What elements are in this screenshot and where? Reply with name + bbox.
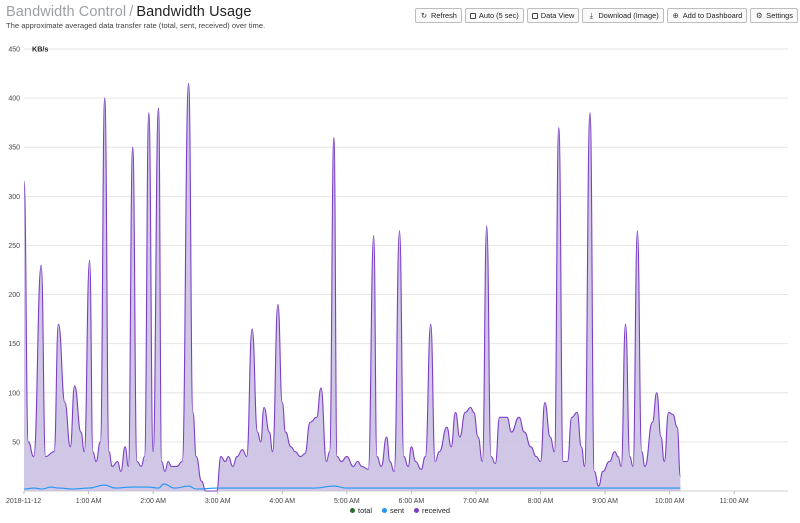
y-tick-label: 150	[8, 341, 20, 348]
legend-marker-sent	[382, 508, 388, 513]
add-to-dashboard-label: Add to Dashboard	[682, 11, 743, 20]
page-title: Bandwidth Control / Bandwidth Usage	[6, 4, 252, 20]
plus-circle-icon: ⊕	[672, 11, 679, 20]
legend-item-received[interactable]: received	[414, 506, 450, 515]
refresh-button[interactable]: ↻ Refresh	[415, 8, 462, 23]
legend-item-sent[interactable]: sent	[382, 506, 404, 515]
refresh-icon: ↻	[420, 11, 428, 20]
settings-button[interactable]: ⚙ Settings	[750, 8, 798, 23]
download-icon: ⤓	[589, 11, 593, 20]
x-tick-label: 3:00 AM	[205, 498, 231, 505]
y-tick-label: 200	[8, 292, 20, 299]
y-tick-label: 400	[8, 96, 20, 103]
y-tick-label: 100	[8, 390, 20, 397]
series-line-sent	[23, 483, 681, 490]
breadcrumb-current-page: Bandwidth Usage	[136, 4, 252, 20]
y-tick-label: 250	[8, 243, 20, 250]
y-tick-label: 50	[12, 439, 20, 446]
data-view-toggle[interactable]: Data View	[526, 8, 580, 23]
download-image-button[interactable]: ⤓ Download (Image)	[582, 8, 664, 23]
y-tick-label: 350	[8, 145, 20, 152]
checkbox-icon	[469, 12, 476, 19]
x-tick-label: 11:00 AM	[720, 498, 749, 505]
add-to-dashboard-button[interactable]: ⊕ Add to Dashboard	[666, 8, 748, 23]
x-tick-label: 7:00 AM	[463, 498, 489, 505]
legend-label-received: received	[422, 506, 450, 515]
checkbox-icon	[531, 12, 538, 19]
x-tick-label: 8:00 AM	[528, 498, 554, 505]
auto-refresh-label: Auto (5 sec)	[478, 11, 519, 20]
x-tick-label: 6:00 AM	[399, 498, 425, 505]
legend-marker-total	[350, 508, 356, 513]
x-tick-label: 4:00 AM	[269, 498, 295, 505]
data-view-label: Data View	[540, 11, 575, 20]
gear-icon: ⚙	[755, 11, 763, 20]
page-subtitle: The approximate averaged data transfer r…	[6, 21, 266, 30]
download-label: Download (Image)	[598, 11, 659, 20]
breadcrumb-separator: /	[129, 4, 134, 20]
x-tick-label: 9:00 AM	[592, 498, 618, 505]
auto-refresh-toggle[interactable]: Auto (5 sec)	[464, 8, 524, 23]
legend-item-total[interactable]: total	[350, 506, 372, 515]
x-tick-label: 2018-11-12	[6, 498, 41, 505]
legend-marker-received	[414, 508, 420, 513]
legend-label-total: total	[358, 506, 373, 515]
x-tick-label: 10:00 AM	[655, 498, 685, 505]
legend-label-sent: sent	[390, 506, 405, 515]
toolbar: ↻ Refresh Auto (5 sec) Data View ⤓ Downl…	[415, 8, 798, 23]
series-area-received	[24, 83, 681, 492]
refresh-label: Refresh	[431, 11, 457, 20]
y-tick-label: 300	[8, 194, 20, 201]
x-tick-label: 2:00 AM	[140, 498, 166, 505]
breadcrumb-bandwidth-control[interactable]: Bandwidth Control	[6, 4, 127, 20]
chart-legend: total sent received	[0, 506, 800, 515]
series-line-received	[23, 82, 681, 492]
y-tick-label: 450	[8, 47, 20, 54]
x-tick-label: 1:00 AM	[76, 498, 102, 505]
x-tick-label: 5:00 AM	[334, 498, 360, 505]
settings-label: Settings	[766, 11, 793, 20]
y-axis-label: KB/s	[32, 45, 48, 54]
